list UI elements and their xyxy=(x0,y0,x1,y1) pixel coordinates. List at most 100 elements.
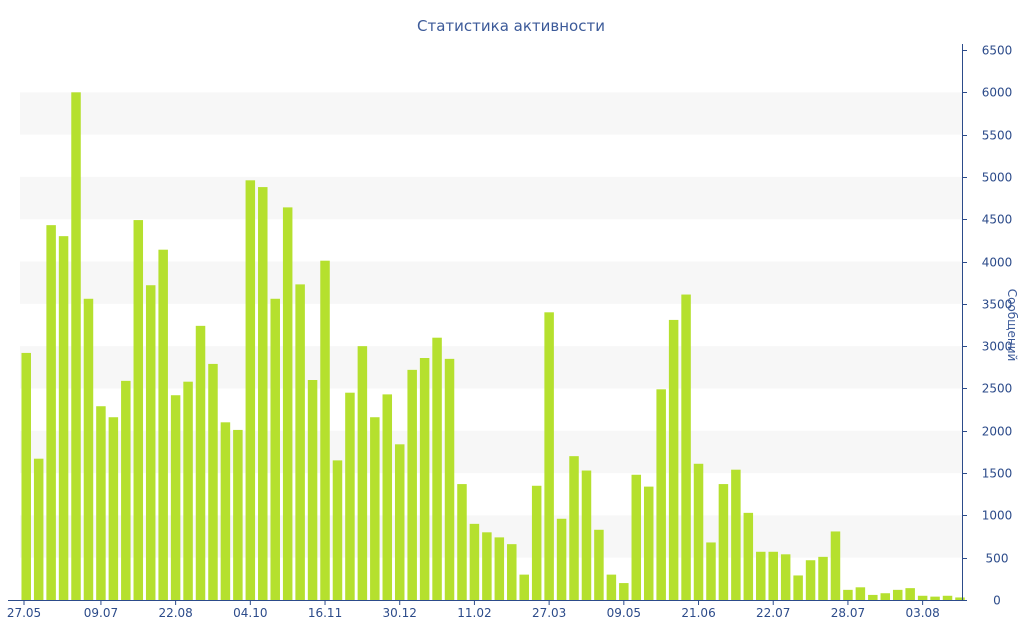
grid-bands xyxy=(20,92,962,558)
bar xyxy=(282,207,293,600)
bar xyxy=(756,551,766,600)
bar xyxy=(58,236,69,600)
bar xyxy=(357,346,368,600)
bar xyxy=(606,574,617,600)
bar xyxy=(556,518,567,600)
bar xyxy=(482,532,492,600)
bar xyxy=(581,470,592,600)
axes: 0 500 1000 1500 2000 2500 3000 3500 4000 4500 5000… xyxy=(7,44,1012,621)
y-tick-label: 0 xyxy=(993,594,1001,608)
x-tick-label: 22.08 xyxy=(158,606,192,620)
bar xyxy=(419,358,430,600)
bar xyxy=(743,512,754,600)
bar xyxy=(942,595,953,600)
bar xyxy=(631,474,642,600)
grid-band xyxy=(20,346,962,389)
y-axis-label: Сообщений xyxy=(1005,289,1019,362)
bar xyxy=(332,460,343,600)
y-tick-label: 1000 xyxy=(982,509,1013,523)
bar xyxy=(258,187,268,600)
x-tick-label: 11.02 xyxy=(457,606,491,620)
bar xyxy=(245,180,256,600)
bar xyxy=(718,484,729,600)
bar xyxy=(295,284,305,600)
x-tick-label: 09.07 xyxy=(84,606,118,620)
bar xyxy=(394,444,405,600)
bar xyxy=(805,560,816,600)
x-tick-label: 28.07 xyxy=(831,606,865,620)
y-tick-label: 4000 xyxy=(982,256,1013,270)
y-tick-label: 3000 xyxy=(982,340,1013,354)
bar xyxy=(507,544,517,600)
x-tick-label: 16.11 xyxy=(308,606,342,620)
y-tick-label: 4500 xyxy=(982,213,1013,227)
bar xyxy=(531,485,542,600)
y-tick-label: 6500 xyxy=(982,44,1013,58)
bar xyxy=(71,92,81,600)
y-tick-label: 6000 xyxy=(982,86,1013,100)
bar xyxy=(569,456,579,600)
bar xyxy=(768,551,778,600)
y-tick-label: 1500 xyxy=(982,467,1013,481)
y-tick-label: 5000 xyxy=(982,171,1013,185)
bar xyxy=(382,394,393,600)
bar xyxy=(706,542,716,600)
x-tick-label: 27.03 xyxy=(532,606,566,620)
bar xyxy=(643,486,654,600)
bar xyxy=(930,596,940,600)
grid-band xyxy=(20,92,962,135)
bar xyxy=(444,358,455,600)
bar xyxy=(307,380,318,600)
bar xyxy=(731,469,741,600)
bar xyxy=(469,523,480,600)
bar xyxy=(21,352,31,600)
x-tick-label: 04.10 xyxy=(233,606,267,620)
bar xyxy=(233,429,243,600)
bar xyxy=(208,363,218,600)
bar xyxy=(494,537,505,600)
bar xyxy=(83,298,94,600)
y-tick-label: 2000 xyxy=(982,425,1013,439)
grid-band xyxy=(20,261,962,304)
y-tick-label: 500 xyxy=(986,552,1009,566)
bar xyxy=(457,484,467,600)
bar xyxy=(880,593,891,600)
bar xyxy=(668,319,679,600)
bar xyxy=(793,575,803,600)
x-tick-label: 21.06 xyxy=(681,606,715,620)
bar xyxy=(892,589,903,600)
bar xyxy=(681,294,691,600)
bar xyxy=(656,389,666,600)
bar xyxy=(320,260,330,600)
bar xyxy=(818,556,828,600)
bar xyxy=(370,417,380,600)
grid-band xyxy=(20,176,962,220)
bar xyxy=(519,574,529,600)
bar xyxy=(46,225,56,600)
bar xyxy=(855,587,866,600)
bar xyxy=(133,220,144,600)
bar xyxy=(158,249,168,600)
bar xyxy=(195,325,206,600)
bar xyxy=(96,406,106,600)
bar xyxy=(917,595,928,600)
bar xyxy=(345,392,355,600)
bar xyxy=(843,589,853,600)
bar xyxy=(780,554,791,600)
bar xyxy=(121,380,131,600)
bar xyxy=(868,594,878,600)
bar xyxy=(108,417,119,600)
bar xyxy=(693,463,704,600)
bar xyxy=(594,529,604,600)
y-tick-label: 3500 xyxy=(982,298,1013,312)
x-tick-label: 09.05 xyxy=(607,606,641,620)
x-tick-label: 03.08 xyxy=(905,606,939,620)
bar xyxy=(432,337,442,600)
chart-title: Статистика активности xyxy=(417,17,605,35)
bar xyxy=(619,583,629,600)
x-tick-label: 22.07 xyxy=(756,606,790,620)
bar xyxy=(220,422,231,600)
bar xyxy=(170,395,181,600)
